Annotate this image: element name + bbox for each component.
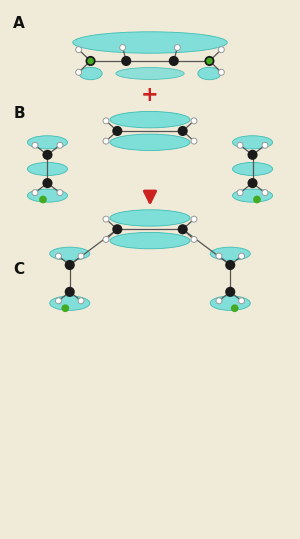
Circle shape xyxy=(231,305,239,312)
Ellipse shape xyxy=(116,67,184,79)
Circle shape xyxy=(120,45,126,51)
Circle shape xyxy=(178,126,188,136)
Circle shape xyxy=(262,190,268,196)
Circle shape xyxy=(112,224,122,234)
Circle shape xyxy=(191,216,197,222)
Ellipse shape xyxy=(79,67,102,80)
Circle shape xyxy=(262,142,268,148)
Circle shape xyxy=(103,138,109,144)
Circle shape xyxy=(225,287,235,297)
Circle shape xyxy=(218,70,224,75)
Circle shape xyxy=(65,260,75,270)
Ellipse shape xyxy=(27,162,68,176)
Circle shape xyxy=(61,305,69,312)
Ellipse shape xyxy=(73,32,227,53)
Circle shape xyxy=(216,253,222,259)
Circle shape xyxy=(169,56,179,66)
Circle shape xyxy=(191,138,197,144)
Circle shape xyxy=(87,58,94,64)
Ellipse shape xyxy=(110,232,190,249)
Text: B: B xyxy=(13,106,25,121)
Ellipse shape xyxy=(232,162,273,176)
Ellipse shape xyxy=(198,67,221,80)
Circle shape xyxy=(57,142,63,148)
Circle shape xyxy=(78,298,84,304)
Circle shape xyxy=(76,47,82,53)
Ellipse shape xyxy=(50,296,90,310)
Ellipse shape xyxy=(232,136,273,149)
Circle shape xyxy=(191,118,197,124)
Ellipse shape xyxy=(210,247,250,260)
Circle shape xyxy=(216,298,222,304)
Circle shape xyxy=(56,253,62,259)
Circle shape xyxy=(178,224,188,234)
Ellipse shape xyxy=(110,112,190,128)
Circle shape xyxy=(121,56,131,66)
Circle shape xyxy=(103,216,109,222)
Ellipse shape xyxy=(110,134,190,150)
Circle shape xyxy=(32,142,38,148)
Circle shape xyxy=(238,298,244,304)
Circle shape xyxy=(57,190,63,196)
Circle shape xyxy=(42,178,52,188)
Circle shape xyxy=(204,56,214,66)
Circle shape xyxy=(174,45,180,51)
Circle shape xyxy=(237,190,243,196)
Circle shape xyxy=(39,196,47,203)
Circle shape xyxy=(103,237,109,243)
Circle shape xyxy=(238,253,244,259)
Circle shape xyxy=(112,126,122,136)
Circle shape xyxy=(253,196,261,203)
Ellipse shape xyxy=(210,296,250,310)
Ellipse shape xyxy=(27,189,68,202)
Circle shape xyxy=(248,150,258,160)
Ellipse shape xyxy=(50,247,90,260)
Text: +: + xyxy=(141,85,159,105)
Ellipse shape xyxy=(27,136,68,149)
Circle shape xyxy=(85,56,96,66)
Circle shape xyxy=(76,70,82,75)
Circle shape xyxy=(56,298,62,304)
Circle shape xyxy=(65,287,75,297)
Circle shape xyxy=(32,190,38,196)
Text: C: C xyxy=(13,262,24,277)
Circle shape xyxy=(42,150,52,160)
Text: A: A xyxy=(13,16,25,31)
Circle shape xyxy=(248,178,258,188)
Circle shape xyxy=(225,260,235,270)
Circle shape xyxy=(237,142,243,148)
Circle shape xyxy=(103,118,109,124)
Circle shape xyxy=(218,47,224,53)
Circle shape xyxy=(206,58,213,64)
Ellipse shape xyxy=(110,210,190,226)
Ellipse shape xyxy=(232,189,273,202)
Circle shape xyxy=(191,237,197,243)
Circle shape xyxy=(78,253,84,259)
